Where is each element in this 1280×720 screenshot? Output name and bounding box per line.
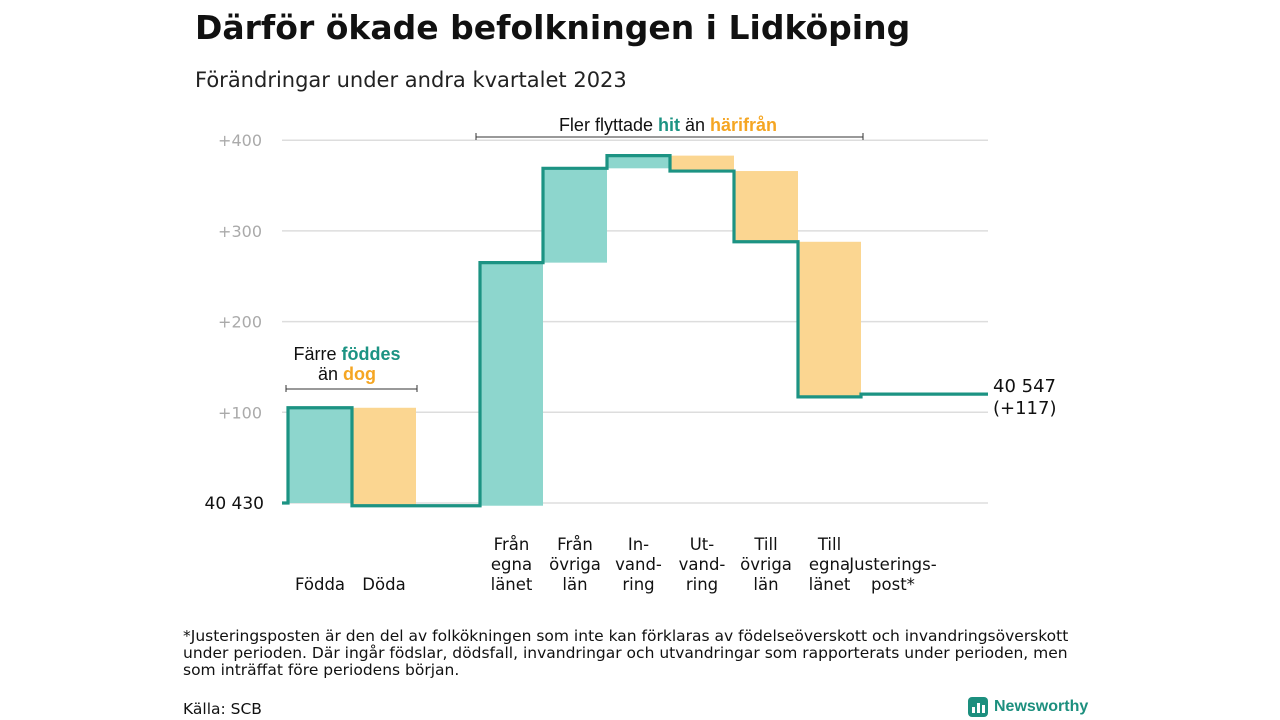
- category-label: Ut-: [690, 535, 715, 554]
- waterfall-bar-4: [543, 168, 607, 263]
- category-label: Till: [753, 535, 777, 554]
- end-change-label: (+117): [993, 398, 1056, 419]
- waterfall-bar-7: [734, 171, 798, 242]
- category-label: övriga: [740, 555, 792, 574]
- y-tick-label: +300: [218, 222, 262, 241]
- annotation-migration: Fler flyttade hit än härifrån: [559, 115, 777, 135]
- category-label: Från: [494, 535, 530, 554]
- waterfall-bar-5: [607, 155, 670, 169]
- category-label: länet: [809, 575, 851, 594]
- category-label: ring: [622, 575, 654, 594]
- category-label: övriga: [549, 555, 601, 574]
- source-note: Källa: SCB: [183, 700, 262, 718]
- chart-title: Därför ökade befolkningen i Lidköping: [195, 8, 911, 47]
- category-label: Födda: [295, 575, 345, 594]
- waterfall-line: [282, 154, 988, 508]
- y-tick-label: +400: [218, 131, 262, 150]
- start-value-label: 40 430: [205, 494, 264, 514]
- category-label: länet: [491, 575, 533, 594]
- category-label: ring: [686, 575, 718, 594]
- waterfall-bar-6: [670, 155, 734, 172]
- waterfall-bar-1: [288, 407, 352, 503]
- category-label: Till: [817, 535, 841, 554]
- annotation-natural-line2: än dog: [318, 364, 376, 384]
- footnote: *Justeringsposten är den del av folkökni…: [183, 627, 1069, 679]
- y-tick-label: +200: [218, 313, 262, 332]
- annotation-natural-line1: Färre föddes: [293, 344, 400, 364]
- category-label: län: [562, 575, 587, 594]
- category-label: Justerings-: [848, 555, 936, 574]
- brand-chart-icon: [968, 697, 988, 717]
- waterfall-bar-3: [480, 262, 543, 506]
- category-label: egna: [491, 555, 532, 574]
- chart-subtitle: Förändringar under andra kvartalet 2023: [195, 68, 627, 92]
- brand-logo: Newsworthy: [968, 697, 1088, 717]
- end-value-label: 40 547: [993, 376, 1056, 397]
- category-label: län: [753, 575, 778, 594]
- waterfall-bar-2: [352, 407, 416, 506]
- category-label: In-: [628, 535, 649, 554]
- y-tick-label: +100: [218, 403, 262, 422]
- category-label: egna: [809, 555, 850, 574]
- brand-name: Newsworthy: [994, 698, 1089, 715]
- category-label: Döda: [362, 575, 405, 594]
- category-label: vand-: [615, 555, 662, 574]
- annotation-natural-bracket: [285, 385, 418, 392]
- category-label: post*: [871, 575, 915, 594]
- waterfall-bar-8: [798, 241, 861, 397]
- category-label: Från: [557, 535, 593, 554]
- category-label: vand-: [679, 555, 726, 574]
- annotation-migration-bracket: [475, 133, 864, 140]
